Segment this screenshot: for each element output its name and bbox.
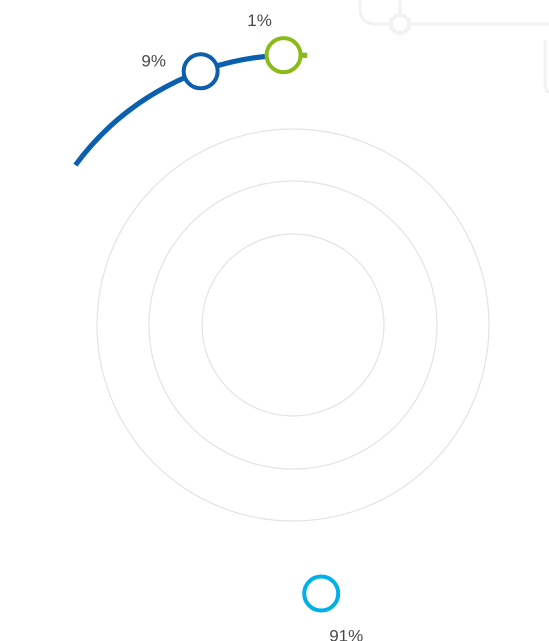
slice-label-2: 9% [141, 51, 166, 70]
decoration-line [358, 0, 549, 26]
marker-slice-1 [302, 574, 341, 613]
slice-markers [181, 36, 341, 613]
marker-slice-3 [264, 36, 303, 75]
slice-label-1: 91% [329, 627, 363, 641]
background-decoration [358, 0, 549, 94]
marker-slice-2 [181, 52, 220, 91]
guide-ring [148, 180, 438, 470]
arc-slice-2 [73, 52, 283, 167]
decoration-node [389, 13, 411, 35]
guide-ring [96, 128, 490, 522]
guide-rings [96, 128, 490, 522]
guide-ring [201, 233, 385, 417]
slice-label-3: 1% [247, 11, 272, 30]
slice-labels: 91% 9% 1% [141, 11, 363, 641]
decoration-line [543, 40, 549, 94]
